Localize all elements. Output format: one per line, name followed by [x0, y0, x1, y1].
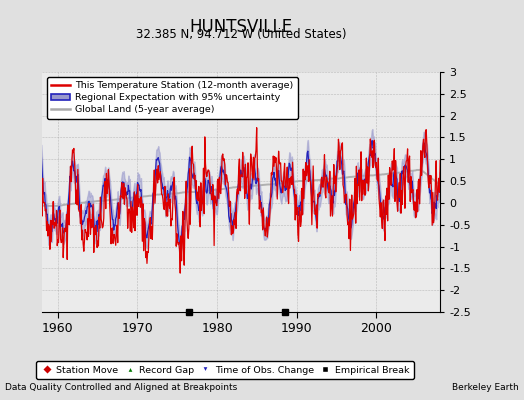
Text: HUNTSVILLE: HUNTSVILLE	[190, 18, 292, 36]
Legend: Station Move, Record Gap, Time of Obs. Change, Empirical Break: Station Move, Record Gap, Time of Obs. C…	[36, 361, 414, 379]
Text: Berkeley Earth: Berkeley Earth	[452, 383, 519, 392]
Text: 32.385 N, 94.712 W (United States): 32.385 N, 94.712 W (United States)	[136, 28, 346, 41]
Text: Data Quality Controlled and Aligned at Breakpoints: Data Quality Controlled and Aligned at B…	[5, 383, 237, 392]
